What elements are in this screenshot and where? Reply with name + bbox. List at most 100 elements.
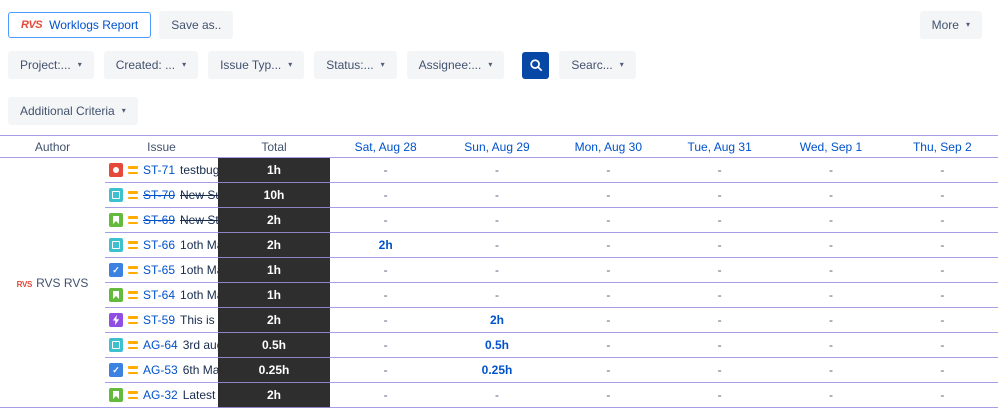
worklog-cell: - [441, 182, 553, 208]
search-button[interactable] [522, 51, 550, 79]
criteria-row: Additional Criteria ▾ [0, 79, 998, 125]
status-filter-label: Status:... [326, 58, 374, 72]
worklog-cell[interactable]: 0.25h [441, 357, 553, 383]
worklog-cell: - [552, 232, 664, 258]
chevron-down-icon: ▾ [121, 106, 126, 115]
chevron-down-icon: ▾ [965, 20, 970, 29]
author-name: RVS RVS [36, 275, 89, 290]
issue-type-filter-label: Issue Typ... [220, 58, 282, 72]
project-filter-button[interactable]: Project:... ▾ [8, 51, 94, 79]
issue-key-link[interactable]: ST-70 [143, 188, 176, 202]
worklog-cell: - [330, 207, 442, 233]
additional-criteria-button[interactable]: Additional Criteria ▾ [8, 97, 138, 125]
chevron-down-icon: ▾ [77, 60, 82, 69]
status-filter-button[interactable]: Status:... ▾ [314, 51, 397, 79]
worklog-cell: - [441, 232, 553, 258]
issue-summary: testbug [180, 163, 218, 177]
chevron-down-icon: ▾ [380, 60, 385, 69]
worklog-cell: - [330, 282, 442, 308]
issue-cell: ST-65 1oth Ma... [105, 257, 218, 283]
worklog-cell: - [441, 382, 553, 408]
worklog-table-body: RVS RVS RVS ST-71 testbug 1h - - - - - - ST-70 New S… [0, 157, 998, 408]
author-avatar: RVS [16, 279, 33, 289]
priority-medium-icon [128, 341, 138, 349]
worklog-cell: - [886, 357, 998, 383]
task-icon [109, 363, 123, 377]
issue-key-link[interactable]: AG-64 [143, 338, 178, 352]
rvs-logo: RVS [21, 19, 43, 31]
total-cell: 2h [218, 232, 330, 258]
assignee-filter-button[interactable]: Assignee:... ▾ [406, 51, 505, 79]
worklog-cell: - [886, 257, 998, 283]
worklog-cell: - [330, 157, 442, 183]
worklog-cell: - [441, 157, 553, 183]
worklog-cell: - [552, 157, 664, 183]
worklog-cell: - [886, 382, 998, 408]
issue-cell: ST-70 New Sub... [105, 182, 218, 208]
worklog-cell[interactable]: 2h [441, 307, 553, 333]
total-cell: 2h [218, 382, 330, 408]
worklog-cell: - [663, 157, 776, 183]
priority-medium-icon [128, 241, 138, 249]
search-text-filter-button[interactable]: Searc... ▾ [559, 51, 636, 79]
worklog-cell: - [886, 182, 998, 208]
issue-summary: 1oth Ma... [180, 288, 218, 302]
issue-key-link[interactable]: ST-66 [143, 238, 176, 252]
worklog-cell: - [330, 182, 442, 208]
issue-cell: ST-64 1oth Ma... [105, 282, 218, 308]
issue-key-link[interactable]: AG-32 [143, 388, 178, 402]
total-cell: 2h [218, 207, 330, 233]
save-as-button[interactable]: Save as.. [159, 11, 234, 39]
total-cell: 10h [218, 182, 330, 208]
worklog-cell: - [330, 307, 442, 333]
worklog-cell: - [552, 182, 664, 208]
more-button[interactable]: More ▾ [919, 11, 982, 39]
issue-cell: AG-32 Latest St... [105, 382, 218, 408]
issue-summary: 3rd aug .. [182, 338, 218, 352]
issue-cell: ST-69 New Story [105, 207, 218, 233]
total-cell: 0.5h [218, 332, 330, 358]
project-filter-label: Project:... [20, 58, 71, 72]
col-day-sat-aug-28: Sat, Aug 28 [330, 135, 442, 158]
worklog-cell: - [663, 357, 776, 383]
worklog-cell[interactable]: 0.5h [441, 332, 553, 358]
issue-summary: 1oth Ma... [180, 238, 218, 252]
total-cell: 1h [218, 282, 330, 308]
topbar: RVS Worklogs Report Save as.. More ▾ [0, 0, 998, 45]
priority-medium-icon [128, 391, 138, 399]
issue-key-link[interactable]: AG-53 [143, 363, 178, 377]
issue-key-link[interactable]: ST-64 [143, 288, 176, 302]
worklogs-report-button[interactable]: RVS Worklogs Report [8, 12, 152, 38]
issue-key-link[interactable]: ST-69 [143, 213, 176, 227]
worklog-cell: - [775, 157, 887, 183]
issue-summary: New Sub... [180, 188, 218, 202]
col-day-sun-aug-29: Sun, Aug 29 [441, 135, 553, 158]
issue-key-link[interactable]: ST-71 [143, 163, 176, 177]
issue-type-filter-button[interactable]: Issue Typ... ▾ [208, 51, 305, 79]
worklog-cell: - [663, 257, 776, 283]
issue-summary: New Story [180, 213, 218, 227]
created-filter-button[interactable]: Created: ... ▾ [103, 51, 199, 79]
issue-summary: 1oth Ma... [180, 263, 218, 277]
chevron-down-icon: ▾ [619, 60, 624, 69]
worklog-cell: - [330, 257, 442, 283]
worklog-cell: - [886, 282, 998, 308]
search-icon [529, 58, 543, 72]
issue-key-link[interactable]: ST-65 [143, 263, 176, 277]
report-title: Worklogs Report [49, 18, 139, 32]
worklog-cell[interactable]: 2h [330, 232, 442, 258]
issue-cell: ST-66 1oth Ma... [105, 232, 218, 258]
worklog-cell: - [775, 382, 887, 408]
assignee-filter-label: Assignee:... [418, 58, 482, 72]
issue-key-link[interactable]: ST-59 [143, 313, 176, 327]
worklog-cell: - [330, 382, 442, 408]
story-icon [109, 388, 123, 402]
worklog-cell: - [552, 382, 664, 408]
subtask-icon [109, 338, 123, 352]
subtask-icon [109, 188, 123, 202]
worklog-cell: - [663, 382, 776, 408]
priority-medium-icon [128, 266, 138, 274]
